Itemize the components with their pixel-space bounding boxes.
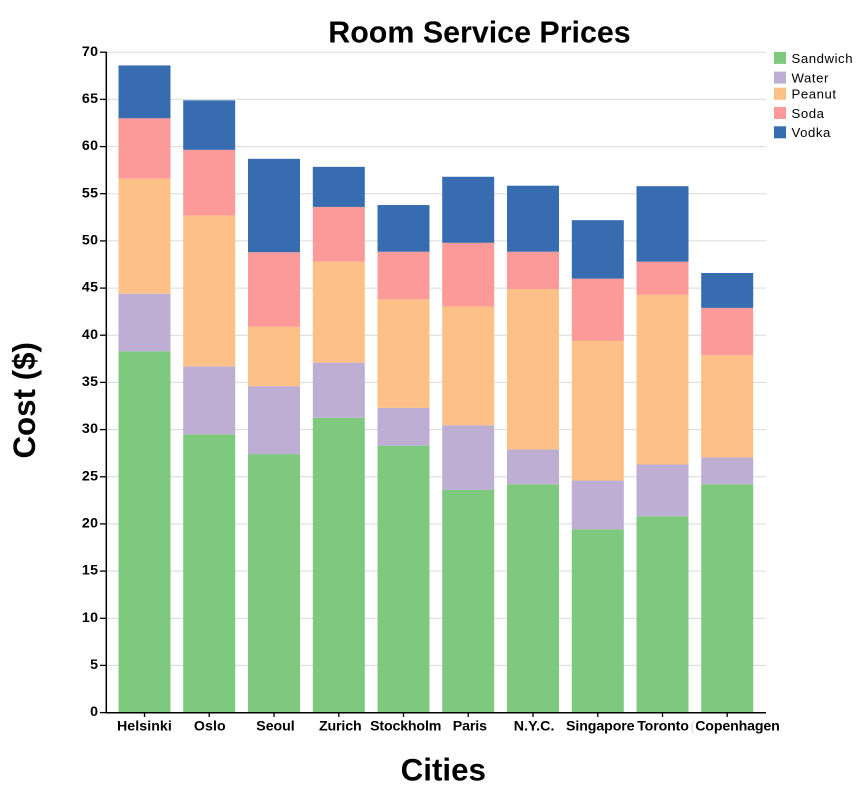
- svg-text:Soda: Soda: [792, 106, 825, 121]
- svg-text:0: 0: [90, 704, 98, 720]
- svg-text:25: 25: [82, 468, 98, 484]
- svg-text:Paris: Paris: [453, 718, 487, 734]
- svg-text:65: 65: [82, 91, 98, 107]
- svg-text:Oslo: Oslo: [194, 718, 226, 734]
- svg-text:Peanut: Peanut: [792, 87, 837, 102]
- svg-text:10: 10: [82, 610, 98, 626]
- svg-text:Singapore: Singapore: [566, 718, 635, 734]
- svg-text:20: 20: [82, 516, 98, 532]
- svg-text:Cost ($): Cost ($): [7, 342, 42, 459]
- svg-text:40: 40: [82, 327, 98, 343]
- svg-text:Vodka: Vodka: [792, 125, 832, 140]
- svg-text:50: 50: [82, 233, 98, 249]
- svg-text:55: 55: [82, 185, 98, 201]
- svg-text:60: 60: [82, 138, 98, 154]
- svg-text:Zurich: Zurich: [319, 718, 361, 734]
- svg-text:N.Y.C.: N.Y.C.: [514, 718, 555, 734]
- svg-text:35: 35: [82, 374, 98, 390]
- svg-text:Water: Water: [792, 71, 829, 86]
- svg-text:Toronto: Toronto: [637, 718, 689, 734]
- svg-text:70: 70: [82, 44, 98, 60]
- svg-text:5: 5: [90, 657, 98, 673]
- svg-text:Room Service Prices: Room Service Prices: [328, 15, 630, 49]
- svg-text:30: 30: [82, 421, 98, 437]
- svg-text:Helsinki: Helsinki: [117, 718, 172, 734]
- svg-text:Sandwich: Sandwich: [792, 51, 854, 66]
- svg-text:(: (: [690, 718, 695, 734]
- svg-text:Stockholm: Stockholm: [370, 718, 441, 734]
- svg-text:Cities: Cities: [401, 753, 486, 785]
- svg-text:Seoul: Seoul: [256, 718, 294, 734]
- svg-text:15: 15: [82, 563, 98, 579]
- svg-text:45: 45: [82, 280, 98, 296]
- svg-text:Copenhagen: Copenhagen: [695, 718, 780, 734]
